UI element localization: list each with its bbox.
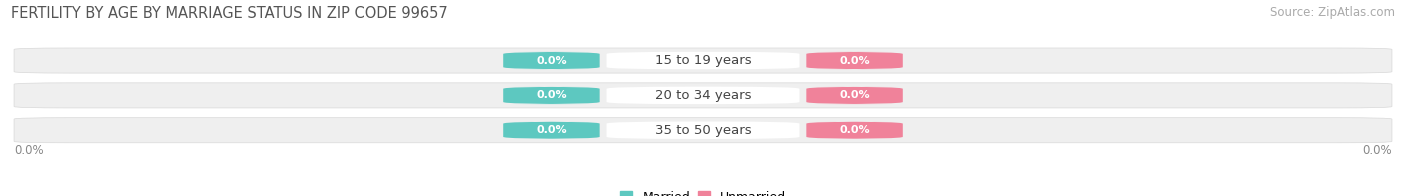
FancyBboxPatch shape [14, 83, 1392, 108]
FancyBboxPatch shape [606, 52, 800, 69]
Text: 20 to 34 years: 20 to 34 years [655, 89, 751, 102]
Text: FERTILITY BY AGE BY MARRIAGE STATUS IN ZIP CODE 99657: FERTILITY BY AGE BY MARRIAGE STATUS IN Z… [11, 6, 449, 21]
Text: 0.0%: 0.0% [536, 55, 567, 65]
Text: 0.0%: 0.0% [839, 55, 870, 65]
Text: Source: ZipAtlas.com: Source: ZipAtlas.com [1270, 6, 1395, 19]
Legend: Married, Unmarried: Married, Unmarried [620, 191, 786, 196]
FancyBboxPatch shape [503, 122, 599, 139]
Text: 15 to 19 years: 15 to 19 years [655, 54, 751, 67]
Text: 0.0%: 0.0% [839, 90, 870, 100]
FancyBboxPatch shape [14, 118, 1392, 143]
FancyBboxPatch shape [807, 52, 903, 69]
Text: 0.0%: 0.0% [1362, 144, 1392, 157]
Text: 0.0%: 0.0% [14, 144, 44, 157]
FancyBboxPatch shape [503, 87, 599, 104]
FancyBboxPatch shape [807, 122, 903, 139]
FancyBboxPatch shape [503, 52, 599, 69]
FancyBboxPatch shape [606, 122, 800, 139]
FancyBboxPatch shape [14, 48, 1392, 73]
FancyBboxPatch shape [807, 87, 903, 104]
FancyBboxPatch shape [606, 87, 800, 104]
Text: 0.0%: 0.0% [839, 125, 870, 135]
Text: 0.0%: 0.0% [536, 90, 567, 100]
Text: 0.0%: 0.0% [536, 125, 567, 135]
Text: 35 to 50 years: 35 to 50 years [655, 124, 751, 137]
